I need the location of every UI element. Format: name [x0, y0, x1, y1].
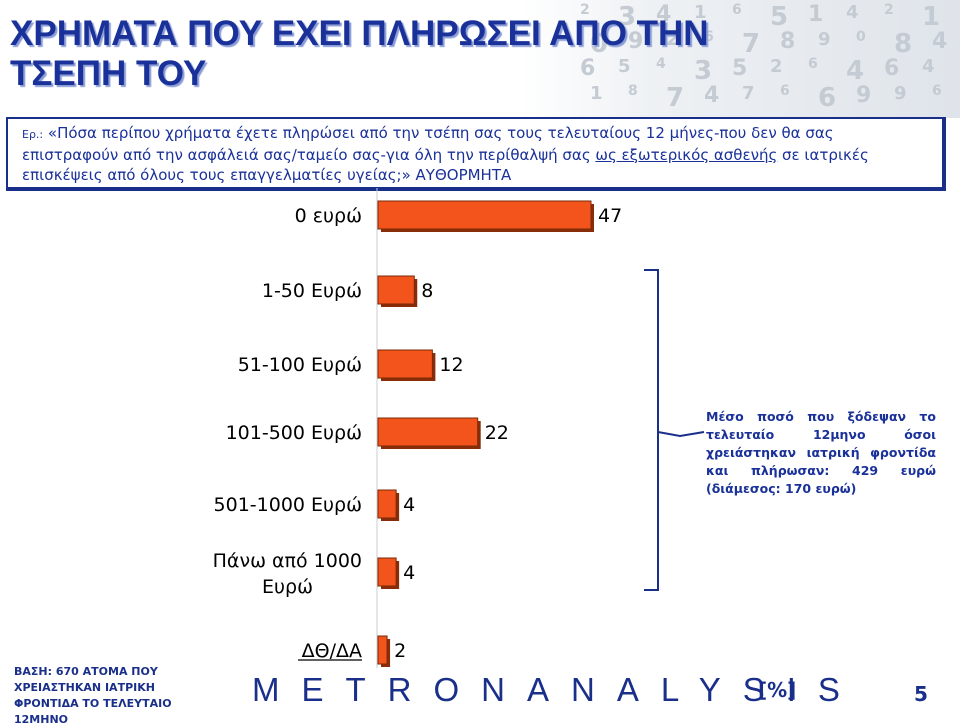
background-digit: 4: [704, 83, 720, 108]
page-number: 5: [914, 682, 928, 706]
background-digit: 2: [666, 29, 679, 50]
background-digit: 6: [580, 56, 596, 81]
bar-value-label: 2: [394, 640, 406, 662]
question-part-1: «Πόσα περίπου χρήματα έχετε πληρώσει από…: [22, 124, 834, 164]
background-digit: 7: [742, 29, 761, 59]
bar-value-label: 12: [439, 354, 463, 376]
bracket-pointer: [657, 431, 705, 438]
category-label: 1-50 Ευρώ: [262, 280, 362, 302]
background-digit: 4: [656, 2, 672, 27]
question-box: Ερ.: «Πόσα περίπου χρήματα έχετε πληρώσε…: [6, 117, 946, 191]
category-label: 501-1000 Ευρώ: [214, 494, 362, 516]
background-digit: 7: [666, 83, 685, 113]
bar-value-label: 4: [403, 494, 415, 516]
category-label: 0 ευρώ: [295, 205, 362, 227]
background-digit: 2: [770, 56, 783, 77]
background-digit: 9: [856, 83, 872, 108]
background-digit: 6: [818, 83, 837, 113]
category-label: 101-500 Ευρώ: [226, 422, 362, 444]
background-digit: 1: [808, 2, 824, 27]
background-digit: 4: [932, 29, 948, 54]
background-digit: 8: [780, 29, 796, 54]
bar-value-label: 22: [485, 422, 509, 444]
background-digit: 5: [618, 56, 631, 77]
background-digit: 4: [656, 56, 666, 72]
background-digit: 5: [770, 2, 789, 32]
background-digit: 9: [628, 29, 644, 54]
background-digit: 3: [618, 2, 637, 32]
question-part-2: σε ιατρικές επισκέψεις από όλους τους επ…: [22, 146, 869, 184]
background-digit: 1: [590, 83, 603, 104]
background-digit: 8: [628, 83, 638, 99]
background-digit: 6: [932, 83, 942, 99]
background-digit: 0: [856, 29, 866, 45]
category-label: Ευρώ: [262, 576, 313, 598]
background-digit: 4: [846, 56, 865, 86]
background-digit: 7: [742, 83, 755, 104]
bar-value-label: 4: [403, 562, 415, 584]
sample-base: ΒΑΣΗ: 670 ΑΤΟΜΑ ΠΟΥ ΧΡΕΙΑΣΤΗΚΑΝ ΙΑΤΡΙΚΗ …: [14, 665, 172, 726]
background-digit: 6: [884, 56, 900, 81]
background-digit: 4: [922, 56, 935, 77]
question-underlined: ως εξωτερικός ασθενής: [595, 146, 778, 164]
category-label: ΔΘ/ΔΑ: [302, 640, 362, 662]
slide-title: ΧΡΗΜΑΤΑ ΠΟΥ ΕΧΕΙ ΠΛΗΡΩΣΕΙ ΑΠΟ ΤΗΝ ΤΣΕΠΗ …: [10, 14, 709, 93]
bar-4: [377, 489, 397, 519]
background-digit: 4: [846, 2, 859, 23]
background-digit: 1: [922, 2, 941, 32]
category-label: 51-100 Ευρώ: [238, 354, 362, 376]
bar-value-label: 8: [421, 280, 433, 302]
unit-label: [%]: [758, 678, 797, 702]
background-digit: 3: [694, 56, 713, 86]
question-prefix: Ερ.:: [22, 128, 44, 141]
bar-value-label: 47: [598, 205, 622, 227]
background-digit: 6: [732, 2, 742, 18]
background-digit: 9: [818, 29, 831, 50]
bar-0: [377, 200, 592, 230]
background-digit: 0: [590, 29, 609, 59]
background-digit: 6: [808, 56, 818, 72]
question-text: Ερ.: «Πόσα περίπου χρήματα έχετε πληρώσε…: [22, 123, 932, 185]
background-digit: 8: [894, 29, 913, 59]
background-digit: 9: [894, 83, 907, 104]
background-digit: 5: [732, 56, 748, 81]
background-digit: 2: [580, 2, 590, 18]
background-digit: 2: [884, 2, 894, 18]
background-digit: 1: [694, 2, 707, 23]
metron-analysis-logo: METRONANALYSIS: [252, 671, 862, 708]
mean-amount-note: Μέσο ποσό που ξόδεψαν το τελευταίο 12μην…: [706, 409, 936, 496]
background-digit: 6: [780, 83, 790, 99]
bar-1: [377, 275, 415, 305]
bar-2: [377, 349, 433, 379]
background-digit: 6: [704, 29, 714, 45]
bar-3: [377, 417, 479, 447]
bar-6: [377, 635, 388, 665]
group-bracket: [644, 269, 659, 591]
category-label: Πάνω από 1000: [213, 550, 362, 572]
bar-5: [377, 557, 397, 587]
